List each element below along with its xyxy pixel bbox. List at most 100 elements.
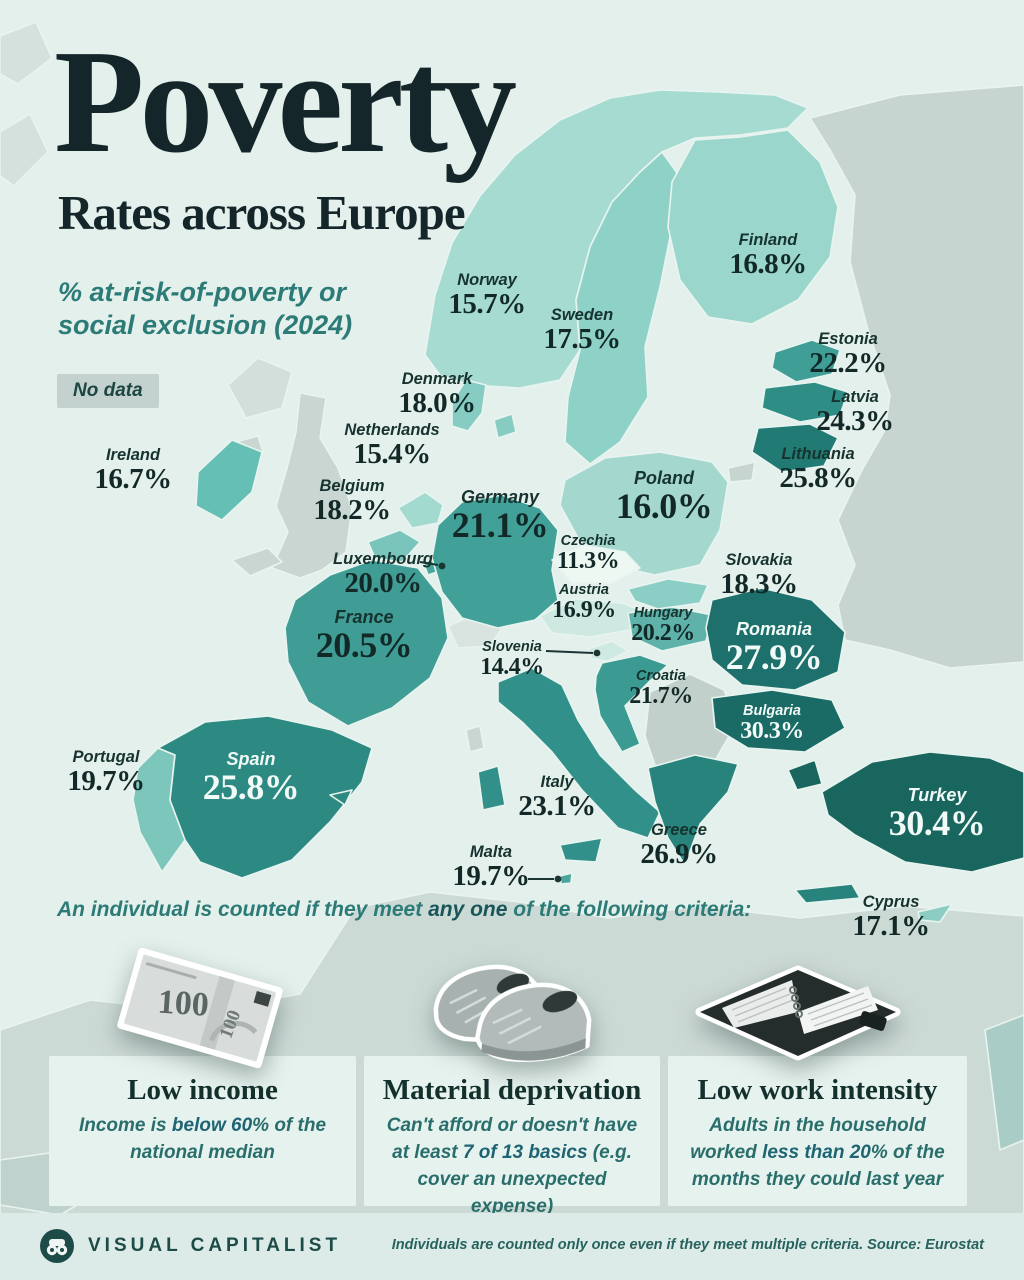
decor-cloud-topleft-1	[0, 21, 53, 85]
country-shape-ireland	[195, 439, 263, 521]
slovenia-pointer-line	[545, 650, 594, 654]
country-shape-spain	[157, 715, 373, 879]
criteria-intro-emphasis: any one	[428, 898, 508, 921]
country-shape-estonia	[771, 339, 841, 383]
country-label-luxembourg: Luxembourg 20.0%	[333, 550, 433, 600]
criteria-card-low-income: Low income Income is below 60% of the na…	[49, 1056, 356, 1206]
banknote-band	[199, 976, 235, 1050]
country-shape-crete	[794, 883, 861, 904]
decor-iceland-blob	[227, 357, 293, 419]
country-label-estonia: Estonia 22.2%	[809, 330, 887, 380]
criteria-card-title: Low income	[127, 1074, 278, 1106]
country-shape-slovakia	[627, 578, 709, 610]
planner-page-left	[722, 980, 798, 1028]
no-data-legend-chip: No data	[57, 374, 159, 408]
country-shape-corsica	[465, 725, 485, 753]
banknote-flag-patch	[253, 991, 272, 1007]
planner-notebook-image	[695, 965, 901, 1061]
source-note: Individuals are counted only once even i…	[391, 1237, 984, 1253]
euro-banknote-image: 100 100	[117, 947, 283, 1069]
country-label-finland: Finland 16.8%	[729, 231, 807, 281]
country-label-spain: Spain 25.8%	[202, 749, 300, 807]
planner-page-lines-right	[807, 992, 873, 1027]
country-label-slovenia: Slovenia 14.4%	[480, 639, 544, 681]
country-shape-balearics	[329, 789, 353, 806]
country-shape-uk-nodata	[271, 392, 353, 579]
country-shape-turkey	[821, 751, 1024, 873]
country-shape-sardinia	[477, 765, 506, 811]
luxembourg-pointer-dot	[438, 562, 446, 570]
planner-page-lines-left	[731, 987, 794, 1023]
country-shape-latvia	[761, 381, 849, 423]
country-shape-malta	[559, 872, 573, 885]
country-shape-finland	[667, 129, 839, 325]
country-label-norway: Norway 15.7%	[448, 271, 526, 321]
country-shape-turkey-thrace	[787, 759, 823, 791]
country-label-hungary: Hungary 20.2%	[631, 605, 695, 647]
country-shape-denmark	[451, 379, 487, 432]
visual-capitalist-logo-icon	[40, 1229, 74, 1263]
landmass-kaliningrad	[727, 461, 756, 483]
brand-lockup: VISUAL CAPITALIST	[38, 1227, 341, 1265]
sneakers-sticker	[433, 964, 592, 1062]
country-shape-italy	[497, 667, 661, 839]
country-label-belgium: Belgium 18.2%	[313, 477, 391, 527]
country-label-slovakia: Slovakia 18.3%	[720, 551, 798, 601]
country-label-sweden: Sweden 17.5%	[543, 306, 621, 356]
country-label-portugal: Portugal 19.7%	[67, 748, 145, 798]
banknote-body	[124, 954, 276, 1062]
country-label-germany: Germany 21.1%	[451, 487, 549, 545]
footer: VISUAL CAPITALIST Individuals are counte…	[0, 1213, 1024, 1280]
label-pointer-arrows	[419, 561, 601, 883]
page-subtitle: Rates across Europe	[58, 185, 466, 240]
country-label-poland: Poland 16.0%	[615, 468, 713, 526]
planner-sticker	[695, 965, 901, 1061]
country-shape-poland	[559, 451, 729, 576]
sneaker-sole	[481, 1038, 586, 1061]
planner-rings	[789, 986, 803, 1018]
country-shape-denmark-island	[493, 413, 517, 439]
metric-description-line2: social exclusion (2024)	[58, 309, 353, 340]
country-label-italy: Italy 23.1%	[518, 773, 596, 823]
country-shape-lithuania	[751, 423, 839, 473]
country-label-cyprus: Cyprus 17.1%	[852, 893, 930, 943]
worn-sneakers-image	[433, 964, 592, 1062]
criteria-intro-text: An individual is counted if they meet an…	[57, 898, 752, 921]
country-shape-croatia	[594, 654, 669, 753]
page-title: Poverty	[54, 20, 517, 184]
country-label-lithuania: Lithuania 25.8%	[779, 445, 857, 495]
country-shape-romania	[705, 587, 846, 691]
metric-description-line1: % at-risk-of-poverty or	[58, 277, 347, 307]
country-label-romania: Romania 27.9%	[725, 619, 823, 677]
criteria-card-low-work-intensity: Low work intensity Adults in the househo…	[668, 1056, 967, 1206]
country-label-ireland: Ireland 16.7%	[94, 446, 172, 496]
country-label-greece: Greece 26.9%	[640, 821, 718, 871]
planner-cover	[695, 965, 901, 1061]
country-shape-cyprus	[917, 903, 953, 923]
decor-wave-right	[984, 1014, 1024, 1151]
country-shape-sicily	[559, 837, 603, 863]
country-shape-norway	[424, 89, 809, 389]
criteria-card-title: Low work intensity	[697, 1074, 938, 1106]
country-shape-hungary	[627, 606, 713, 652]
banknote-detail-line	[145, 962, 197, 980]
country-label-czechia: Czechia 11.3%	[556, 533, 620, 575]
country-label-france: France 20.5%	[315, 607, 413, 665]
country-label-croatia: Croatia 21.7%	[629, 668, 693, 710]
country-label-turkey: Turkey 30.4%	[888, 785, 986, 843]
landmass-russia-ukraine	[809, 84, 1024, 669]
luxembourg-pointer-line	[419, 561, 439, 566]
malta-pointer-dot	[554, 875, 562, 883]
country-shape-sweden	[564, 151, 681, 465]
country-shape-uk-cornwall	[231, 547, 283, 577]
country-shape-czechia	[551, 544, 641, 584]
sneaker-front-laces	[492, 1008, 542, 1045]
criteria-card-description: Can't afford or doesn't have at least 7 …	[386, 1115, 638, 1217]
country-shape-netherlands	[397, 491, 444, 529]
country-shape-belgium	[367, 529, 421, 563]
country-shape-germany	[431, 494, 559, 629]
country-label-bulgaria: Bulgaria 30.3%	[740, 703, 804, 745]
criteria-card-description: Income is below 60% of the national medi…	[78, 1115, 327, 1163]
slovenia-pointer-dot	[593, 649, 601, 657]
country-label-malta: Malta 19.7%	[452, 843, 530, 893]
